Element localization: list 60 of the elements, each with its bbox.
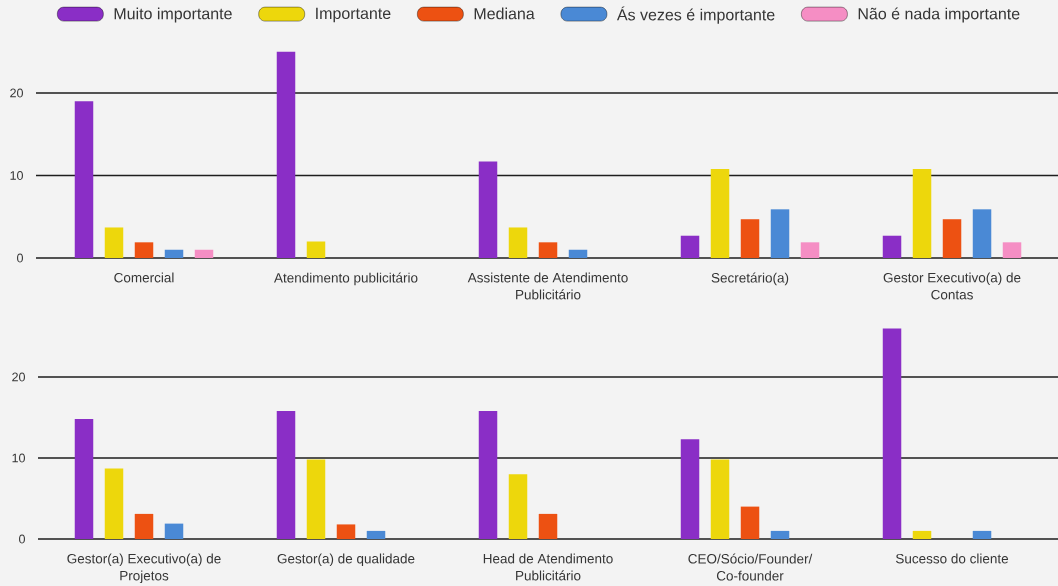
bar: [680, 235, 700, 258]
legend-label: Ás vezes é importante: [616, 6, 775, 24]
bar: [336, 524, 356, 539]
legend-label: Não é nada importante: [858, 7, 1020, 23]
bar: [740, 219, 760, 258]
bar: [306, 459, 326, 539]
bar: [972, 530, 992, 539]
x-tick-label: Sucesso do cliente: [895, 553, 1009, 564]
x-tick-label: CEO/Sócio/Founder/Co-founder: [688, 553, 813, 581]
x-tick-label: Gestor(a) de qualidade: [277, 553, 415, 567]
bar: [800, 242, 820, 258]
y-tick-label: 0: [17, 253, 23, 263]
bar: [74, 419, 94, 539]
bar: [882, 235, 902, 258]
y-tick-label: 20: [12, 372, 25, 382]
bar: [508, 474, 528, 539]
bar: [912, 168, 932, 258]
bar: [194, 249, 214, 258]
x-tick-label: Assistente de Atendimento Publicitário: [467, 272, 628, 300]
bar: [366, 530, 386, 539]
bar: [1002, 242, 1022, 258]
bar: [306, 241, 326, 258]
legend-label: Importante: [316, 7, 391, 23]
bar: [942, 219, 962, 258]
bar: [164, 249, 184, 258]
x-tick-label: Head de Atendimento Publicitário: [483, 553, 613, 581]
y-tick-label: 20: [10, 88, 23, 98]
legend-label: Muito importante: [114, 7, 232, 23]
bar: [972, 209, 992, 258]
bar: [276, 411, 296, 539]
bar: [538, 242, 558, 258]
bar: [538, 513, 558, 539]
bar: [104, 227, 124, 258]
bar: [770, 530, 790, 539]
x-tick-label: Atendimento publicitário: [273, 272, 418, 286]
bar: [882, 328, 902, 539]
y-tick-label: 10: [12, 453, 25, 463]
bar: [568, 249, 588, 258]
y-tick-label: 10: [10, 171, 23, 180]
x-tick-label: Gestor Executivo(a) de Contas: [883, 272, 1021, 300]
bar: [478, 161, 498, 258]
bar: [770, 209, 790, 258]
bar: [134, 513, 154, 539]
bar: [164, 523, 184, 539]
bar: [104, 468, 124, 539]
legend-label: Mediana: [474, 7, 535, 20]
x-tick-label: Gestor(a) Executivo(a) de Projetos: [67, 553, 221, 584]
x-tick-label: Comercial: [114, 272, 174, 283]
bar: [710, 168, 730, 258]
bar: [680, 439, 700, 539]
bar: [710, 459, 730, 539]
bar: [478, 411, 498, 539]
bar: [508, 227, 528, 258]
x-tick-label: Secretário(a): [711, 272, 789, 286]
bar: [276, 51, 296, 258]
bar: [74, 101, 94, 258]
y-tick-label: 0: [19, 534, 25, 544]
bar: [134, 242, 154, 258]
bar: [740, 506, 760, 539]
bar: [912, 530, 932, 539]
